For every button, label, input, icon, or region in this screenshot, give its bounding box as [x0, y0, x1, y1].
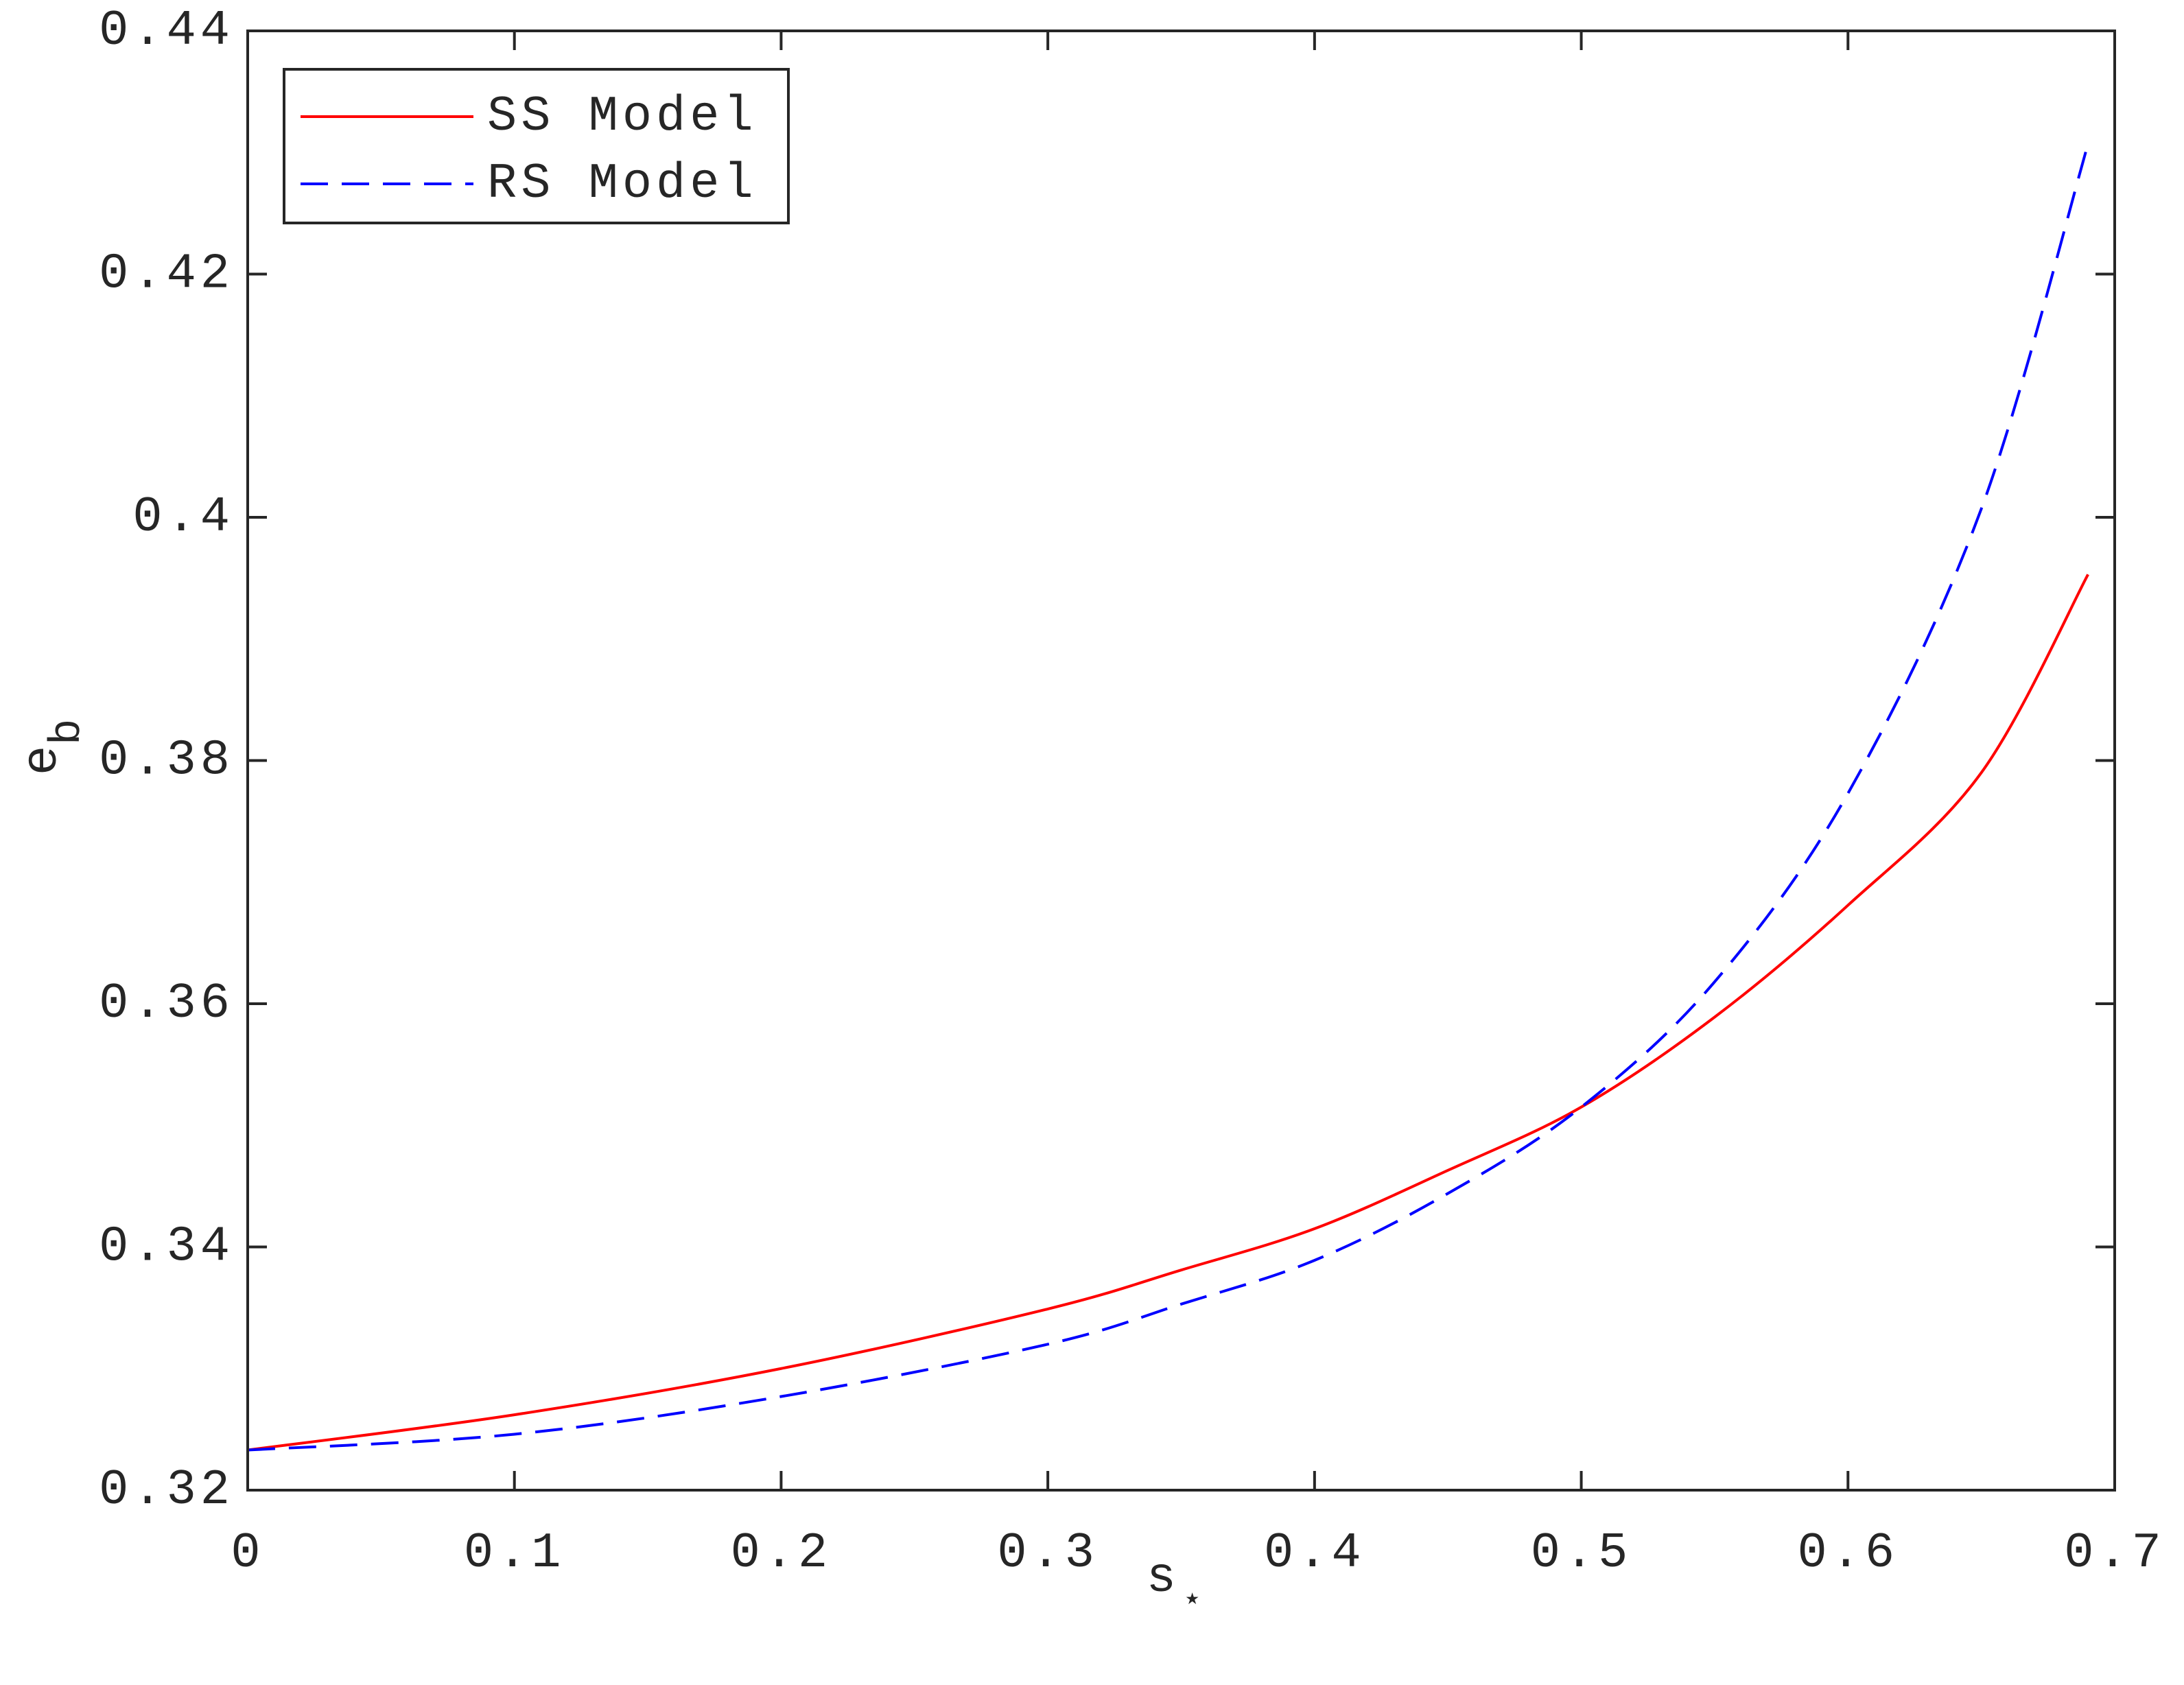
x-tick-label: 0.3	[997, 1525, 1099, 1581]
legend-label: RS Model	[487, 156, 758, 212]
y-tick-label: 0.36	[99, 976, 234, 1032]
x-axis-label: s	[1147, 1550, 1180, 1606]
y-tick-label: 0.38	[99, 733, 234, 789]
y-axis-label: e	[14, 742, 71, 775]
y-tick-label: 0.34	[99, 1219, 234, 1275]
legend: SS Model RS Model	[283, 68, 790, 224]
series-line	[247, 143, 2090, 1452]
x-tick-label: 0	[231, 1525, 264, 1581]
x-axis-label-sub: ⋆	[1182, 1582, 1207, 1623]
legend-label: SS Model	[487, 89, 758, 145]
legend-box	[283, 68, 790, 224]
x-tick-label: 0.2	[731, 1525, 832, 1581]
y-tick-label: 0.4	[132, 489, 234, 545]
x-tick-label: 0.4	[1264, 1525, 1365, 1581]
x-tick-label: 0.5	[1531, 1525, 1632, 1581]
x-tick-label: 0.7	[2064, 1525, 2165, 1581]
y-tick-label: 0.44	[99, 3, 234, 59]
x-tick-label: 0.6	[1797, 1525, 1899, 1581]
x-tick-label: 0.1	[464, 1525, 565, 1581]
y-axis-label-group: e b	[14, 715, 93, 775]
y-tick-label: 0.32	[99, 1462, 234, 1518]
y-tick-label: 0.42	[99, 246, 234, 303]
plot-frame	[246, 30, 2116, 1492]
series-line	[247, 574, 2089, 1452]
y-axis-label-sub: b	[43, 715, 93, 745]
